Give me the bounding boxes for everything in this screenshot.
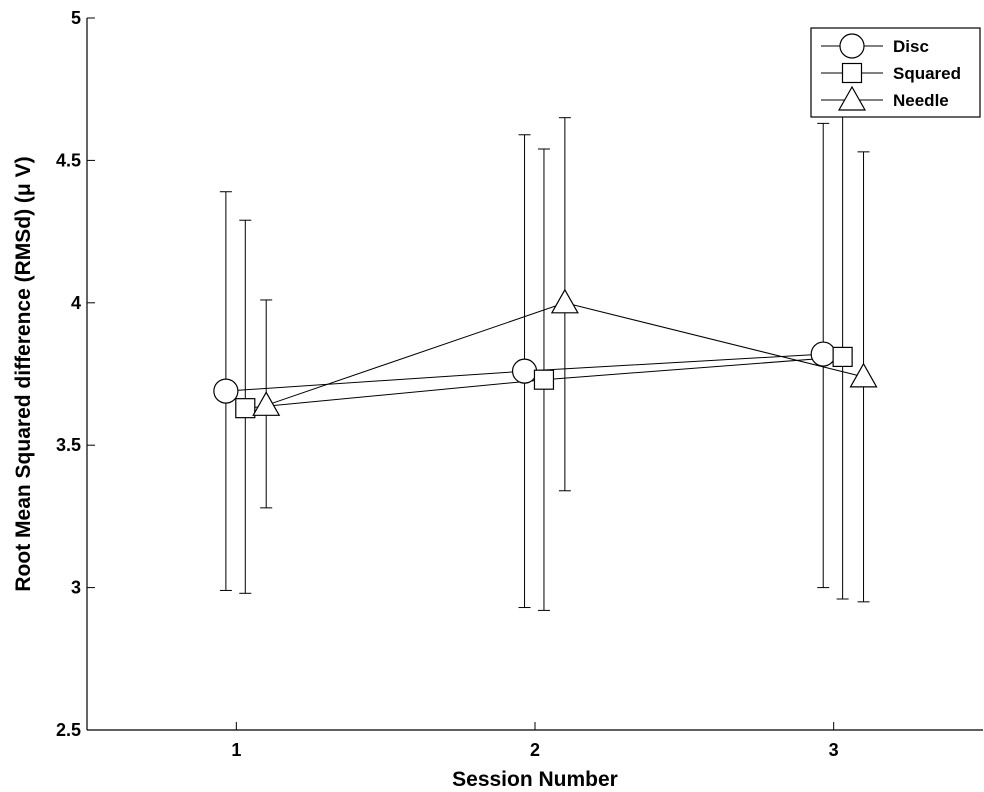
ticks: 2.5 3 3.5 4 4.5 5 1 2 3 bbox=[56, 8, 839, 760]
y-tick-label: 4.5 bbox=[56, 150, 81, 170]
y-tick-label: 2.5 bbox=[56, 720, 81, 740]
y-tick-label: 3 bbox=[71, 578, 81, 598]
needle-point bbox=[849, 362, 878, 388]
legend-disc-marker bbox=[839, 33, 865, 59]
y-axis-title: Root Mean Squared difference (RMSd) (μ V… bbox=[12, 156, 35, 591]
x-tick-label: 2 bbox=[530, 740, 540, 760]
legend-needle-marker bbox=[837, 85, 867, 111]
legend-needle-label: Needle bbox=[893, 91, 949, 110]
squared-point bbox=[533, 369, 555, 390]
x-tick-label: 3 bbox=[829, 740, 839, 760]
needle-point bbox=[252, 391, 281, 416]
legend-disc-label: Disc bbox=[893, 37, 929, 56]
disc-point bbox=[810, 341, 836, 367]
y-tick-label: 5 bbox=[71, 8, 81, 28]
x-axis-title: Session Number bbox=[452, 768, 618, 791]
y-tick-label: 3.5 bbox=[56, 435, 81, 455]
squared-point bbox=[832, 346, 853, 368]
legend-squared-label: Squared bbox=[893, 64, 961, 83]
legend-squared-marker bbox=[841, 62, 863, 84]
disc-point bbox=[511, 358, 538, 384]
y-tick-label: 4 bbox=[71, 293, 81, 313]
squared-point bbox=[235, 398, 256, 419]
legend: Disc Squared Needle bbox=[810, 27, 981, 118]
disc-point bbox=[213, 378, 239, 404]
needle-point bbox=[550, 288, 579, 314]
x-tick-label: 1 bbox=[231, 740, 241, 760]
markers bbox=[213, 288, 878, 419]
